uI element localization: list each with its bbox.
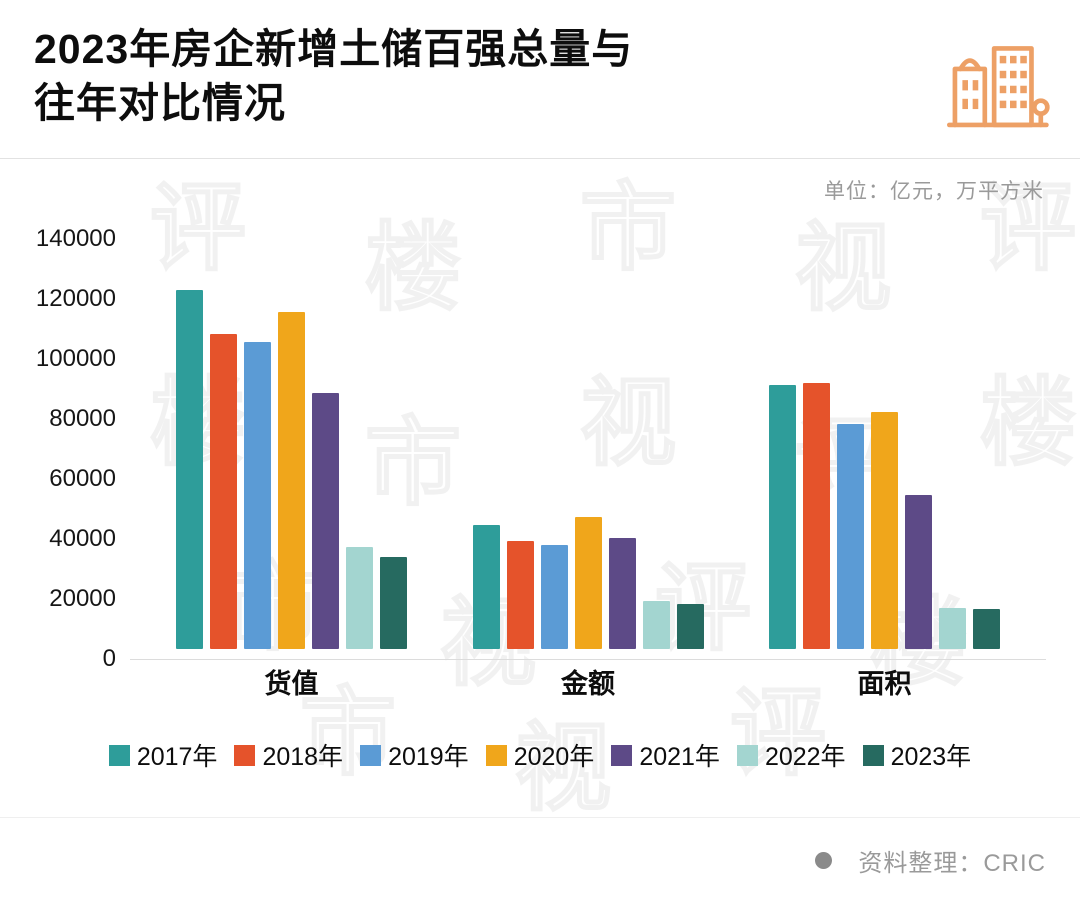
bar-2019年-面积 [837,423,864,649]
bar-2019年-货值 [244,341,271,649]
bar-2019年-金额 [540,545,568,649]
legend-item-2017年: 2017年 [108,737,218,773]
source-label: 资料整理：CRIC [858,850,1046,877]
bar-2018年-面积 [803,382,830,649]
legend-item-2022年: 2022年 [736,737,846,773]
y-axis-label: 80000 [49,405,116,432]
legend-swatch [360,744,382,766]
legend-label: 2022年 [764,743,846,771]
legend-swatch [485,744,507,766]
bar-2023年-货值 [380,556,407,649]
y-axis-label: 140000 [35,225,116,252]
y-axis-label: 40000 [49,525,116,552]
bar-chart: 0 20000 40000 60000 80000 100000 120000 140000 … [0,225,1080,701]
bar-group: 面积 [769,239,1000,701]
buildings-icon [947,46,1050,128]
bar-group: 金额 [472,239,704,701]
bar-2017年-金额 [472,524,500,649]
bar-2017年-面积 [769,385,796,649]
bar-group: 货值 [176,239,407,701]
header-divider [0,158,1080,159]
plot-area: 货值 金额 面积 [130,239,1046,701]
legend-label: 2019年 [388,743,469,771]
category-label: 金额 [561,669,615,699]
unit-label: 单位：亿元，万平方米 [824,180,1044,203]
bars [769,239,1000,649]
legend: 2017年 2018年 2019年 2020年 2021年 2022年 2023年 [0,737,1080,773]
legend-label: 2020年 [513,743,595,771]
bar-2021年-金额 [608,537,636,649]
legend-label: 2017年 [136,743,218,771]
y-axis-label: 100000 [35,345,116,372]
footer: 资料整理：CRIC [815,843,1046,878]
bar-2020年-金额 [574,517,602,649]
bar-2021年-货值 [312,392,339,649]
bar-2018年-货值 [210,334,237,649]
legend-item-2023年: 2023年 [862,737,972,773]
plot-wrap: 货值 金额 面积 [130,239,1046,701]
y-axis-label: 0 [102,645,116,672]
legend-label: 2018年 [262,743,344,771]
legend-item-2021年: 2021年 [611,737,720,773]
header: 2023年房企新增土储百强总量与 往年对比情况 [0,0,1080,138]
bullet-dot [815,852,833,869]
y-axis-label: 20000 [49,585,116,612]
legend-label: 2021年 [639,743,720,771]
legend-swatch [736,744,758,766]
page-title-line2: 往年对比情况 [34,80,286,127]
legend-swatch [611,744,633,766]
legend-swatch [234,744,256,766]
bar-2020年-面积 [871,411,898,649]
y-axis-label: 120000 [35,285,116,312]
bars [472,239,704,649]
bars [176,239,407,649]
legend-label: 2023年 [890,743,972,771]
legend-item-2018年: 2018年 [234,737,343,773]
bar-2020年-货值 [278,312,305,649]
legend-item-2020年: 2020年 [485,737,595,773]
bar-2022年-面积 [939,608,966,649]
legend-item-2019年: 2019年 [360,737,469,773]
y-axis: 0 20000 40000 60000 80000 100000 120000 140000 [18,225,130,672]
category-label: 面积 [857,669,912,699]
bar-2017年-货值 [176,290,203,649]
legend-swatch [862,744,884,766]
y-axis-label: 60000 [49,465,116,492]
bar-2022年-货值 [346,546,373,649]
footer-divider [0,817,1080,818]
bar-2023年-面积 [973,609,1000,649]
bar-2022年-金额 [642,600,670,649]
page-title: 2023年房企新增土储百强总量与 往年对比情况 [34,22,633,130]
page-title-line1: 2023年房企新增土储百强总量与 [34,26,634,72]
bar-2021年-面积 [905,495,932,649]
category-label: 货值 [264,669,319,699]
legend-swatch [108,744,130,766]
bar-2018年-金额 [506,540,534,649]
bar-2023年-金额 [676,603,704,649]
x-axis-baseline [130,659,1046,660]
